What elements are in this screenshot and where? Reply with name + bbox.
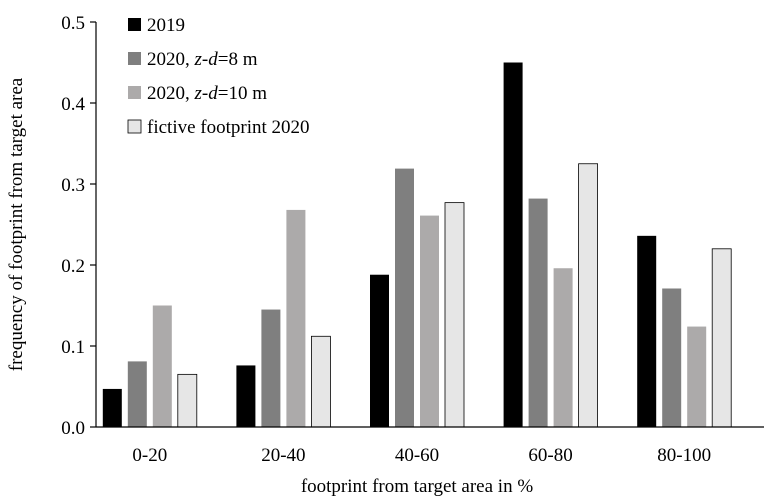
bar [177,373,198,428]
y-tick-label: 0.1 [61,337,85,358]
bar [662,288,682,427]
x-tick-label: 20-40 [261,445,305,466]
legend-swatch [128,18,141,31]
y-tick-label: 0.3 [61,175,85,196]
bar [444,202,465,428]
bar [370,274,389,427]
legend-swatch [127,119,142,134]
y-axis-label: frequency of footprint from target area [6,77,27,371]
legend-swatch [128,52,141,65]
legend-swatch [128,86,141,99]
y-tick-label: 0.5 [61,13,85,34]
x-axis-label: footprint from target area in % [301,476,533,496]
bar [236,365,256,427]
x-tick-label: 80-100 [657,445,711,466]
legend-label: fictive footprint 2020 [147,117,310,138]
legend-label: 2020, z-d=8 m [147,49,258,70]
bar [711,248,732,428]
bar [102,388,122,427]
bar [127,361,147,427]
bar [286,209,306,427]
y-tick-label: 0.4 [61,94,85,115]
bar [637,235,657,427]
bar [578,163,598,428]
x-tick-label: 40-60 [395,445,439,466]
x-tick-label: 60-80 [528,445,572,466]
legend: 2019 2020, z-d=8 m 2020, z-d=10 m fictive f… [127,15,310,138]
bar [553,268,573,427]
x-tick-label: 0-20 [132,445,167,466]
x-axis-ticks: 0-20 20-40 40-60 60-80 80-100 [132,445,711,466]
legend-label: 2019 [147,15,185,36]
legend-label: 2020, z-d=10 m [147,83,267,104]
bar [261,309,281,427]
bar [310,335,331,428]
bar [395,168,414,428]
y-tick-label: 0.0 [61,418,85,439]
bar [503,62,523,427]
bars [102,62,732,428]
bar [687,326,707,427]
bar [420,215,439,427]
bar [528,198,548,427]
y-tick-label: 0.2 [61,256,85,277]
y-axis-ticks: 0.0 0.1 0.2 0.3 0.4 0.5 [61,13,96,439]
bar [152,305,172,427]
